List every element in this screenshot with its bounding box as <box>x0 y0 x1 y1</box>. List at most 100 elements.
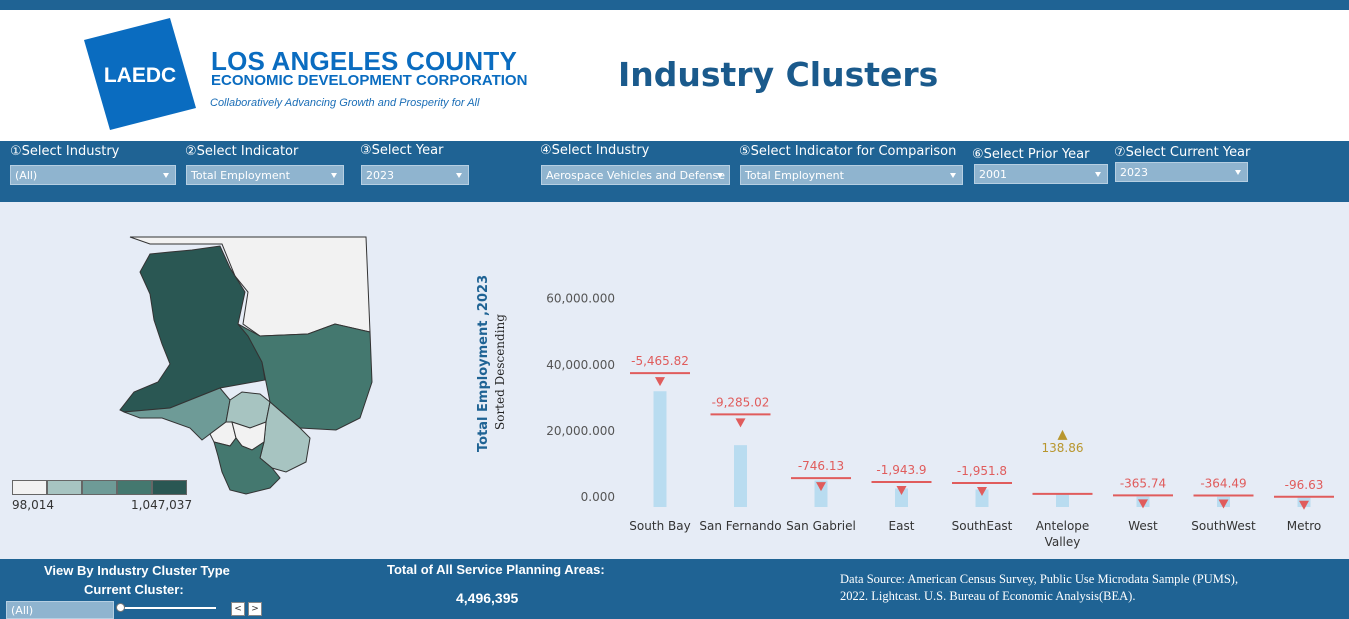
x-category-label: SouthWest <box>1191 519 1256 533</box>
tagline: Collaboratively Advancing Growth and Pro… <box>210 97 480 109</box>
filter-industry: ①Select Industry <box>10 144 119 159</box>
view-by-label: View By Industry Cluster Type <box>44 563 230 578</box>
decrease-arrow <box>655 377 665 387</box>
y-axis-ticks: 0.000 20,000.000 40,000.000 60,000.000 <box>546 292 615 504</box>
x-category-label: East <box>889 519 915 533</box>
decrease-arrow <box>977 487 987 497</box>
industry-dropdown[interactable]: (All) <box>10 165 176 185</box>
filter-year: ③Select Year <box>360 143 443 158</box>
bar <box>734 445 747 507</box>
chevron-down-icon <box>950 173 956 178</box>
current-year-dropdown[interactable]: 2023 <box>1115 162 1248 182</box>
chevron-down-icon <box>163 173 169 178</box>
logo-mark-text: LAEDC <box>104 64 176 87</box>
cluster-slider-handle[interactable] <box>116 603 125 612</box>
laedc-logo: LAEDC <box>84 18 196 130</box>
chevron-down-icon <box>717 173 723 178</box>
header: LAEDC LOS ANGELES COUNTY ECONOMIC DEVELO… <box>0 10 1349 141</box>
change-label: 138.86 <box>1042 441 1084 455</box>
filter-label: ②Select Indicator <box>185 144 299 159</box>
chart-y-axis-label: Total Employment ,2023 <box>476 275 491 452</box>
legend-swatch <box>82 480 117 495</box>
indicator-dropdown[interactable]: Total Employment <box>186 165 344 185</box>
footer: View By Industry Cluster Type Current Cl… <box>0 559 1349 619</box>
change-label: -96.63 <box>1285 478 1324 492</box>
filter-comparison-industry: ④Select Industry <box>540 143 649 158</box>
y-tick-label: 60,000.000 <box>546 292 615 306</box>
year-dropdown[interactable]: 2023 <box>361 165 469 185</box>
decrease-arrow <box>896 486 907 496</box>
filter-prior-year: ⑥Select Prior Year <box>972 147 1089 162</box>
dropdown-value: 2023 <box>366 169 394 182</box>
filter-label: ③Select Year <box>360 143 444 158</box>
bar <box>895 488 908 507</box>
x-category-label: San Gabriel <box>786 519 856 533</box>
total-value: 4,496,395 <box>456 590 519 606</box>
next-cluster-button[interactable]: > <box>248 602 262 616</box>
page-title: Industry Clusters <box>618 55 939 94</box>
legend-swatch <box>152 480 187 495</box>
top-accent-bar <box>0 0 1349 10</box>
x-category-label: South Bay <box>629 519 690 533</box>
change-label: -365.74 <box>1120 476 1166 490</box>
x-category-label: SouthEast <box>952 519 1013 533</box>
filter-label: ⑥Select Prior Year <box>972 147 1090 162</box>
chart-marks: -5,465.82 South Bay -9,285.02 San Fernando -… <box>629 354 1334 549</box>
bar <box>814 480 828 507</box>
filter-label: ④Select Industry <box>540 143 650 158</box>
filter-current-year: ⑦Select Current Year <box>1114 145 1250 160</box>
change-label: -364.49 <box>1200 477 1246 491</box>
change-label: -1,951.8 <box>957 464 1007 478</box>
decrease-arrow <box>1138 499 1148 509</box>
bar <box>653 391 667 507</box>
bar <box>975 489 989 507</box>
legend-min-value: 98,014 <box>12 498 54 512</box>
map-region-san-gabriel[interactable] <box>237 323 373 431</box>
org-name-line2: ECONOMIC DEVELOPMENT CORPORATION <box>211 72 528 89</box>
chevron-down-icon <box>331 173 337 178</box>
filter-bar: ①Select Industry (All) ②Select Indicator… <box>0 141 1349 202</box>
comparison-industry-dropdown[interactable]: Aerospace Vehicles and Defense <box>541 165 730 185</box>
x-category-label: Valley <box>1045 535 1081 549</box>
x-category-label: San Fernando <box>699 519 781 533</box>
service-planning-area-map[interactable] <box>110 232 380 502</box>
y-tick-label: 40,000.000 <box>546 358 615 372</box>
x-category-label: West <box>1128 519 1158 533</box>
decrease-arrow <box>1218 499 1229 509</box>
filter-indicator: ②Select Indicator <box>185 144 298 159</box>
employment-bar-chart: Total Employment ,2023 Sorted Descending… <box>476 275 1334 549</box>
chevron-down-icon <box>1235 170 1241 175</box>
bar <box>1056 493 1069 507</box>
chart-sort-note: Sorted Descending <box>493 314 507 430</box>
dropdown-value: 2023 <box>1120 166 1148 179</box>
legend-swatch <box>47 480 82 495</box>
change-label: -1,943.9 <box>876 463 926 477</box>
x-category-label: Antelope <box>1036 519 1090 533</box>
legend-max-value: 1,047,037 <box>131 498 193 512</box>
x-category-label: Metro <box>1287 519 1321 533</box>
dropdown-value: Total Employment <box>191 169 290 182</box>
decrease-arrow <box>816 482 826 492</box>
dropdown-value: (All) <box>15 169 38 182</box>
legend-swatch <box>12 480 47 495</box>
cluster-select[interactable]: (All) <box>6 601 114 619</box>
prior-year-dropdown[interactable]: 2001 <box>974 164 1108 184</box>
y-tick-label: 20,000.000 <box>546 424 615 438</box>
previous-cluster-button[interactable]: < <box>231 602 245 616</box>
decrease-arrow <box>735 418 746 428</box>
decrease-arrow <box>1299 500 1309 510</box>
increase-arrow <box>1057 429 1068 440</box>
change-label: -9,285.02 <box>712 395 770 409</box>
chevron-down-icon <box>456 173 462 178</box>
map-region-south-bay[interactable] <box>213 437 281 495</box>
dropdown-value: 2001 <box>979 168 1007 181</box>
comparison-indicator-dropdown[interactable]: Total Employment <box>740 165 963 185</box>
change-label: -5,465.82 <box>631 354 689 368</box>
org-name-line1: LOS ANGELES COUNTY <box>211 46 517 76</box>
change-label: -746.13 <box>798 459 844 473</box>
filter-label: ⑦Select Current Year <box>1114 145 1251 160</box>
legend-swatch <box>117 480 152 495</box>
total-label: Total of All Service Planning Areas: <box>387 562 605 577</box>
filter-label: ①Select Industry <box>10 144 120 159</box>
cluster-slider-track[interactable] <box>120 607 216 609</box>
